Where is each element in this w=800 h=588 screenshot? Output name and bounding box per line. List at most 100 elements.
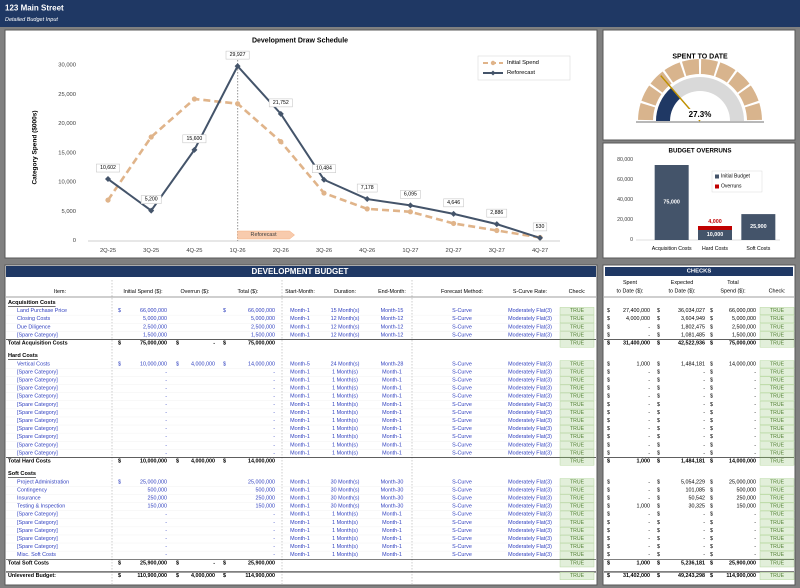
check-cell [759, 441, 795, 450]
check-cell [759, 510, 795, 519]
x-tick-label: 4Q-25 [186, 248, 202, 254]
currency-symbol: $ [710, 378, 713, 384]
check-cell [759, 331, 795, 340]
cell-value: Month-5 [290, 361, 310, 367]
cell-value: 24 Month(s) [331, 361, 360, 367]
cell-value: - [165, 369, 167, 375]
cell-value: Moderately Flat(3) [508, 378, 552, 384]
cell-value: 1 Month(s) [332, 434, 358, 440]
cell-value: 49,243,298 [678, 573, 705, 579]
currency-symbol: $ [657, 552, 660, 558]
cell-value: 1 Month(s) [332, 544, 358, 550]
cell-value: Moderately Flat(3) [508, 442, 552, 448]
cell-value: 1 Month(s) [332, 450, 358, 456]
cell-value: Moderately Flat(3) [508, 426, 552, 432]
item-label: [Spare Category] [17, 378, 58, 384]
check-cell [759, 368, 795, 377]
check-cell [559, 494, 595, 503]
check-cell [559, 502, 595, 511]
cell-value: S-Curve [452, 434, 472, 440]
currency-symbol: $ [223, 308, 226, 314]
cell-value: - [648, 402, 650, 408]
cell-value: 1,000 [637, 560, 651, 566]
cell-value: TRUE [570, 378, 585, 384]
check-cell [759, 417, 795, 425]
point-marker [493, 221, 500, 228]
x-tick-label: Soft Costs [746, 246, 770, 252]
cell-value: 5,000,000 [251, 316, 275, 322]
item-label: [Spare Category] [17, 410, 58, 416]
cell-value: Month-1 [290, 450, 310, 456]
point-marker [407, 209, 413, 215]
cell-value: - [165, 442, 167, 448]
cell-value: Month-1 [382, 544, 402, 550]
cell-value: 4,000,000 [191, 573, 215, 579]
cell-value: - [273, 512, 275, 518]
item-label: [Spare Category] [17, 512, 58, 518]
gauge-fill [656, 87, 681, 121]
page-subtitle: Detailed Budget Input [5, 17, 58, 23]
currency-symbol: $ [657, 316, 660, 322]
cell-value: TRUE [770, 418, 785, 424]
cell-value: Month-1 [382, 402, 402, 408]
cell-value: Month-1 [290, 308, 310, 314]
cell-value: Month-28 [381, 361, 404, 367]
item-label: [Spare Category] [17, 528, 58, 534]
check-cell [559, 478, 595, 487]
currency-symbol: $ [710, 520, 713, 526]
cell-value: Month-1 [382, 528, 402, 534]
legend-box [711, 170, 763, 193]
column-header: Expected [671, 280, 693, 286]
data-label: 4,000 [708, 219, 722, 225]
cell-value: S-Curve [452, 552, 472, 558]
cell-value: 30,325 [689, 504, 706, 510]
cell-value: 75,000,000 [248, 341, 275, 347]
cell-value: S-Curve [452, 528, 472, 534]
cell-value: 30 Month(s) [331, 479, 360, 485]
y-tick-label: 30,000 [58, 63, 76, 69]
cell-value: 30 Month(s) [331, 496, 360, 502]
currency-symbol: $ [607, 369, 610, 375]
cell-value: TRUE [770, 573, 785, 579]
cell-value: - [648, 442, 650, 448]
cell-value: TRUE [770, 504, 785, 510]
legend-label: Reforecast [507, 70, 535, 76]
cell-value: Month-1 [290, 487, 310, 493]
cell-value: 1 Month(s) [332, 552, 358, 558]
currency-symbol: $ [710, 450, 713, 456]
cell-value: 114,900,000 [245, 573, 275, 579]
currency-symbol: $ [607, 332, 610, 338]
cell-value: S-Curve [452, 544, 472, 550]
cell-value: - [273, 442, 275, 448]
cell-value: - [165, 386, 167, 392]
cell-value: TRUE [770, 496, 785, 502]
cell-value: 2,500,000 [732, 324, 756, 330]
cell-value: 36,034,027 [678, 308, 705, 314]
data-label: 29,927 [230, 52, 246, 58]
legend-label: Initial Budget [721, 174, 751, 180]
currency-symbol: $ [176, 573, 179, 579]
currency-symbol: $ [607, 544, 610, 550]
x-tick-label: 3Q-26 [316, 248, 332, 254]
cell-value: 1 Month(s) [332, 426, 358, 432]
cell-value: - [703, 450, 705, 456]
cell-value: - [165, 394, 167, 400]
cell-value: 1 Month(s) [332, 520, 358, 526]
cell-value: - [754, 434, 756, 440]
cell-value: Month-1 [290, 410, 310, 416]
cell-value: Moderately Flat(3) [508, 512, 552, 518]
currency-symbol: $ [710, 573, 713, 579]
cell-value: - [165, 418, 167, 424]
cell-value: 25,900,000 [248, 560, 275, 566]
column-header: Start-Month: [285, 289, 315, 295]
cell-value: TRUE [570, 361, 585, 367]
y-tick-label: 5,000 [61, 209, 76, 215]
check-cell [759, 323, 795, 332]
cell-value: Month-1 [290, 418, 310, 424]
cell-value: - [165, 434, 167, 440]
cell-value: - [648, 487, 650, 493]
currency-symbol: $ [176, 361, 179, 367]
check-cell [559, 449, 595, 458]
cell-value: Month-1 [290, 378, 310, 384]
currency-symbol: $ [607, 394, 610, 400]
